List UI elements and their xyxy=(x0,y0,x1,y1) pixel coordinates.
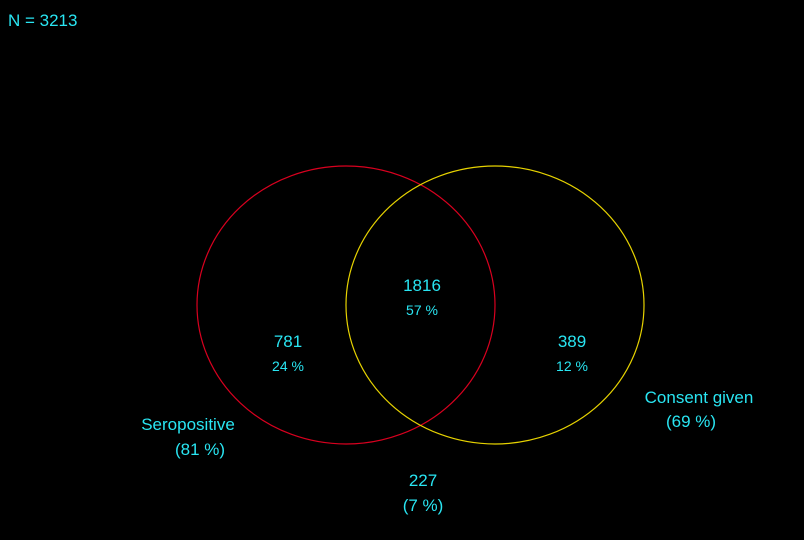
both-count: 1816 xyxy=(403,276,441,295)
consent-given-circle xyxy=(345,165,645,445)
both-percent: 57 % xyxy=(406,302,438,318)
neither-count: 227 xyxy=(409,471,437,490)
neither-percent: (7 %) xyxy=(403,496,444,515)
total-count-label: N = 3213 xyxy=(8,11,77,30)
seropositive-circle xyxy=(196,165,496,445)
consent-given-set-percent: (69 %) xyxy=(666,412,716,431)
seropositive-only-percent: 24 % xyxy=(272,358,304,374)
seropositive-set-percent: (81 %) xyxy=(175,440,225,459)
seropositive-set-label: Seropositive xyxy=(141,415,235,434)
consent-only-percent: 12 % xyxy=(556,358,588,374)
seropositive-only-count: 781 xyxy=(274,332,302,351)
consent-given-set-label: Consent given xyxy=(645,388,754,407)
consent-only-count: 389 xyxy=(558,332,586,351)
